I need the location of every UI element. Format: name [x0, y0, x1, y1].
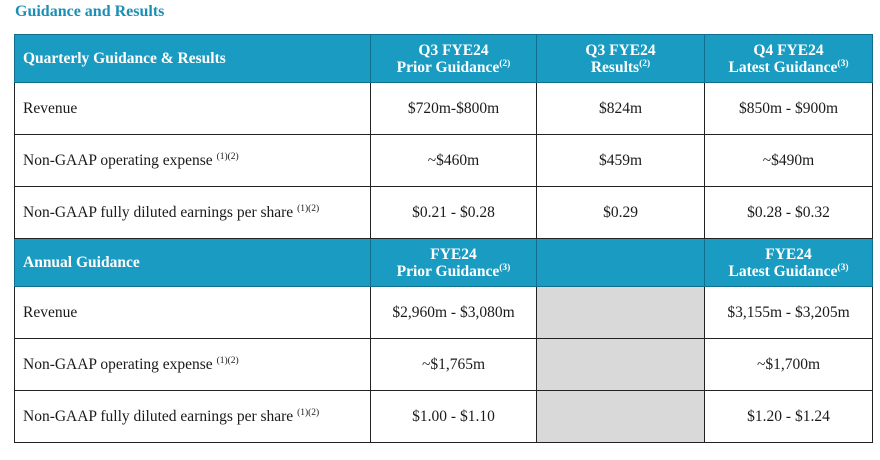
- empty-gray-cell: [536, 390, 705, 443]
- footnote-ref: (1)(2): [297, 203, 320, 214]
- guidance-table: Quarterly Guidance & Results Q3 FYE24 Pr…: [14, 34, 873, 443]
- table-row: Non-GAAP fully diluted earnings per shar…: [14, 390, 873, 443]
- column-header-line1: FYE24: [430, 245, 477, 263]
- column-header-line2: Prior Guidance: [396, 262, 500, 280]
- column-header-line1: FYE24: [765, 245, 812, 263]
- table-cell: ~$1,765m: [370, 338, 537, 391]
- row-label-text: Non-GAAP operating expense: [23, 151, 213, 169]
- table-cell: $824m: [536, 82, 705, 135]
- row-label-text: Non-GAAP operating expense: [23, 355, 213, 373]
- table-cell: ~$1,700m: [704, 338, 873, 391]
- table-cell: $0.29: [536, 186, 705, 239]
- column-header-line1: Q4 FYE24: [753, 41, 824, 59]
- footnote-ref: (3): [837, 262, 849, 273]
- table-row: Non-GAAP fully diluted earnings per shar…: [14, 186, 873, 239]
- empty-gray-cell: [536, 338, 705, 391]
- table-cell: $0.21 - $0.28: [370, 186, 537, 239]
- column-header-line1: Q3 FYE24: [418, 41, 489, 59]
- column-header: Q4 FYE24 Latest Guidance(3): [704, 34, 873, 83]
- table-row: Non-GAAP operating expense (1)(2) ~$1,76…: [14, 338, 873, 391]
- table-cell: $1.00 - $1.10: [370, 390, 537, 443]
- column-header-line1: Q3 FYE24: [585, 41, 656, 59]
- table-cell: ~$460m: [370, 134, 537, 187]
- section-title: Guidance and Results: [15, 3, 165, 20]
- footnote-ref: (1)(2): [216, 151, 239, 162]
- table-row: Revenue $720m-$800m $824m $850m - $900m: [14, 82, 873, 135]
- footnote-ref: (1)(2): [297, 407, 320, 418]
- row-label: Revenue: [14, 286, 371, 339]
- annual-header-row: Annual Guidance FYE24 Prior Guidance(3) …: [14, 238, 873, 287]
- footnote-ref: (3): [837, 58, 849, 69]
- quarterly-header-row: Quarterly Guidance & Results Q3 FYE24 Pr…: [14, 34, 873, 83]
- row-label-text: Revenue: [23, 99, 78, 117]
- table-cell: $850m - $900m: [704, 82, 873, 135]
- row-label-text: Revenue: [23, 303, 78, 321]
- table-row: Revenue $2,960m - $3,080m $3,155m - $3,2…: [14, 286, 873, 339]
- row-label: Non-GAAP operating expense (1)(2): [14, 338, 371, 391]
- column-header-line2: Results: [590, 58, 640, 76]
- table-cell: $0.28 - $0.32: [704, 186, 873, 239]
- row-label: Non-GAAP operating expense (1)(2): [14, 134, 371, 187]
- table-cell: $3,155m - $3,205m: [704, 286, 873, 339]
- column-header-line2: Latest Guidance: [728, 262, 838, 280]
- table-row: Non-GAAP operating expense (1)(2) ~$460m…: [14, 134, 873, 187]
- empty-header-cell: [536, 238, 705, 287]
- footnote-ref: (1)(2): [216, 355, 239, 366]
- table-cell: $459m: [536, 134, 705, 187]
- column-header: Q3 FYE24 Results(2): [536, 34, 705, 83]
- footnote-ref: (2): [639, 58, 651, 69]
- table-cell: $2,960m - $3,080m: [370, 286, 537, 339]
- column-header-line2: Latest Guidance: [728, 58, 838, 76]
- footnote-ref: (2): [499, 58, 511, 69]
- row-label-text: Non-GAAP fully diluted earnings per shar…: [23, 203, 294, 221]
- table-cell: $720m-$800m: [370, 82, 537, 135]
- column-header: FYE24 Latest Guidance(3): [704, 238, 873, 287]
- row-label-text: Non-GAAP fully diluted earnings per shar…: [23, 407, 294, 425]
- column-header: FYE24 Prior Guidance(3): [370, 238, 537, 287]
- column-header-line2: Prior Guidance: [396, 58, 500, 76]
- empty-gray-cell: [536, 286, 705, 339]
- row-label: Revenue: [14, 82, 371, 135]
- footnote-ref: (3): [499, 262, 511, 273]
- annual-header-label: Annual Guidance: [14, 238, 371, 287]
- quarterly-header-label: Quarterly Guidance & Results: [14, 34, 371, 83]
- table-cell: $1.20 - $1.24: [704, 390, 873, 443]
- row-label: Non-GAAP fully diluted earnings per shar…: [14, 186, 371, 239]
- table-cell: ~$490m: [704, 134, 873, 187]
- row-label: Non-GAAP fully diluted earnings per shar…: [14, 390, 371, 443]
- column-header: Q3 FYE24 Prior Guidance(2): [370, 34, 537, 83]
